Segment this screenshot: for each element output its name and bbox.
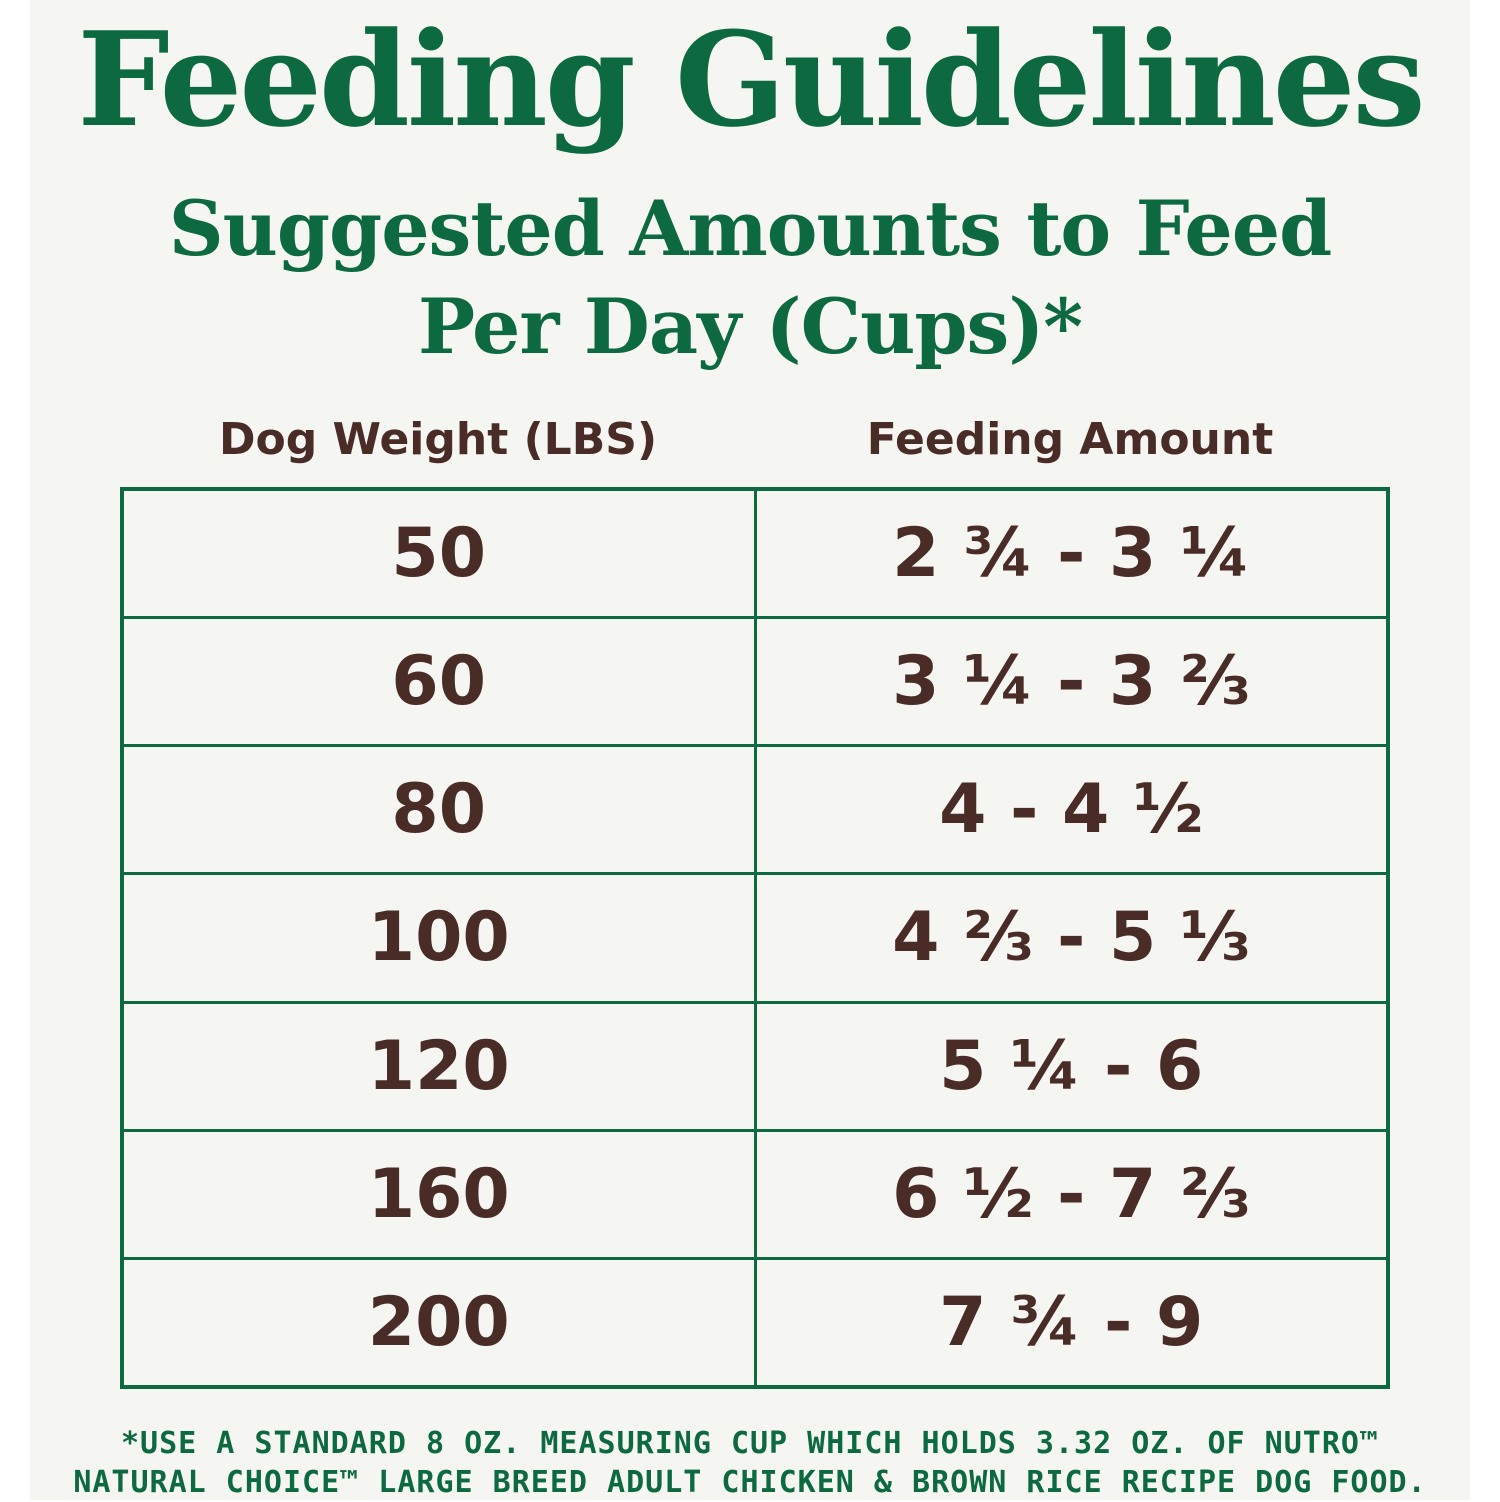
table-row: 100 4 ⅔ - 5 ⅓	[120, 872, 1390, 1004]
table-row: 50 2 ¾ - 3 ¼	[120, 487, 1390, 620]
table-row: 200 7 ¾ - 9	[120, 1256, 1390, 1389]
feeding-amount-cell: 2 ¾ - 3 ¼	[753, 487, 1390, 620]
feeding-amount-cell: 3 ¼ - 3 ⅔	[753, 616, 1390, 748]
footnote-line-1: *USE A STANDARD 8 OZ. MEASURING CUP WHIC…	[120, 1426, 1380, 1461]
subtitle-line-1: Suggested Amounts to Feed	[168, 184, 1332, 273]
feeding-amount-cell: 4 ⅔ - 5 ⅓	[753, 872, 1390, 1004]
dog-weight-cell: 200	[120, 1256, 757, 1389]
dog-weight-cell: 50	[120, 487, 757, 620]
subtitle-line-2: Per Day (Cups)*	[417, 282, 1083, 371]
feeding-amount-cell: 6 ½ - 7 ⅔	[753, 1128, 1390, 1260]
dog-weight-cell: 80	[120, 744, 757, 876]
page-title: Feeding Guidelines	[77, 3, 1425, 156]
dog-weight-cell: 160	[120, 1128, 757, 1260]
feeding-table: 50 2 ¾ - 3 ¼ 60 3 ¼ - 3 ⅔ 80 4 - 4 ½ 100…	[120, 487, 1390, 1389]
feeding-amount-cell: 4 - 4 ½	[753, 744, 1390, 876]
feeding-amount-cell: 5 ¼ - 6	[753, 1000, 1390, 1132]
footnote: *USE A STANDARD 8 OZ. MEASURING CUP WHIC…	[0, 1424, 1500, 1502]
table-row: 160 6 ½ - 7 ⅔	[120, 1128, 1390, 1260]
table-row: 60 3 ¼ - 3 ⅔	[120, 616, 1390, 748]
dog-weight-cell: 60	[120, 616, 757, 748]
column-header-feeding-amount: Feeding Amount	[866, 414, 1274, 465]
dog-weight-cell: 120	[120, 1000, 757, 1132]
dog-weight-cell: 100	[120, 872, 757, 1004]
table-row: 80 4 - 4 ½	[120, 744, 1390, 876]
column-header-dog-weight: Dog Weight (LBS)	[218, 414, 658, 465]
feeding-amount-cell: 7 ¾ - 9	[753, 1256, 1390, 1389]
subtitle: Suggested Amounts to Feed Per Day (Cups)…	[0, 180, 1500, 376]
table-row: 120 5 ¼ - 6	[120, 1000, 1390, 1132]
footnote-line-2: NATURAL CHOICE™ LARGE BREED ADULT CHICKE…	[73, 1465, 1427, 1500]
